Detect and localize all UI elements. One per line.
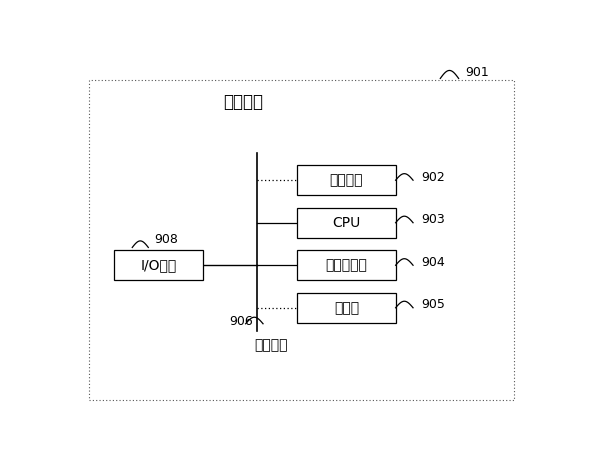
Bar — [89, 80, 515, 400]
Text: 復号装置: 復号装置 — [223, 93, 264, 111]
Text: 内部バス: 内部バス — [254, 338, 288, 353]
Text: CPU: CPU — [332, 216, 361, 230]
Text: I/O装置: I/O装置 — [141, 258, 177, 272]
Text: 901: 901 — [466, 66, 489, 79]
Text: 905: 905 — [421, 298, 444, 312]
Bar — [297, 293, 395, 323]
Text: 902: 902 — [421, 171, 444, 184]
Text: 記憶装置: 記憶装置 — [330, 173, 363, 187]
Text: 903: 903 — [421, 213, 444, 227]
Bar — [114, 250, 203, 280]
Text: モニタ: モニタ — [334, 301, 359, 315]
Text: 908: 908 — [154, 233, 178, 246]
Text: 906: 906 — [229, 315, 254, 329]
Bar — [297, 165, 395, 195]
Bar — [297, 208, 395, 237]
Bar — [297, 250, 395, 280]
Text: 904: 904 — [421, 256, 444, 269]
Text: キーボード: キーボード — [326, 258, 368, 272]
